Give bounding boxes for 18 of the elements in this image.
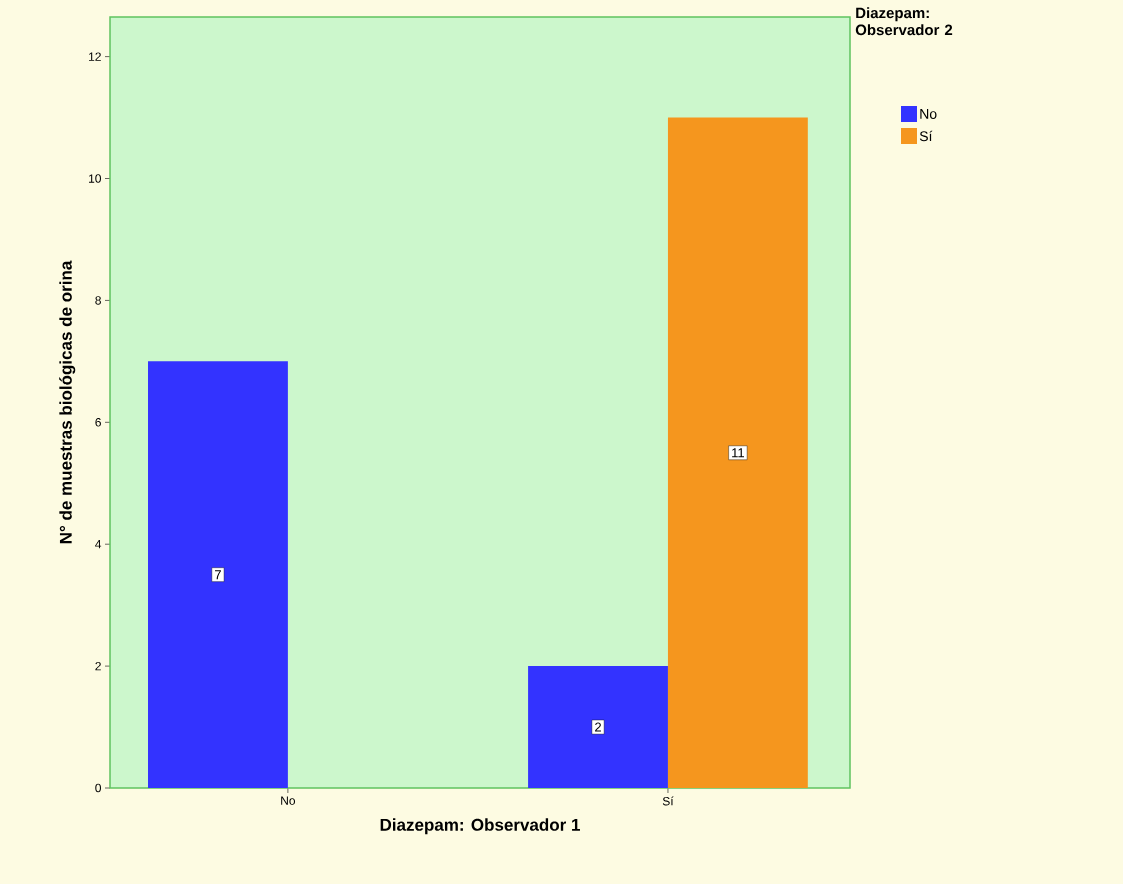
data-label: 7 xyxy=(215,570,221,580)
y-tick-label: 8 xyxy=(95,296,101,305)
bar xyxy=(667,117,808,788)
legend-label: Sí xyxy=(919,130,933,142)
y-tick-label: 6 xyxy=(95,418,101,427)
bar xyxy=(148,361,288,788)
y-tick-label: 2 xyxy=(95,661,101,671)
y-tick-label: 10 xyxy=(89,174,101,183)
y-tick-label: 4 xyxy=(95,540,102,549)
legend-title: Diazepam: Observador 2 xyxy=(855,7,953,36)
bar xyxy=(528,666,668,788)
data-label: 11 xyxy=(732,448,745,458)
y-axis-title: N° de muestras biológicas de orina xyxy=(59,260,76,544)
x-axis-title: Diazepam: Observador 1 xyxy=(380,818,580,835)
legend-label: No xyxy=(920,109,937,119)
y-tick-label: 0 xyxy=(95,783,102,793)
y-tick-label: 12 xyxy=(89,52,101,61)
data-label: 2 xyxy=(595,722,601,732)
